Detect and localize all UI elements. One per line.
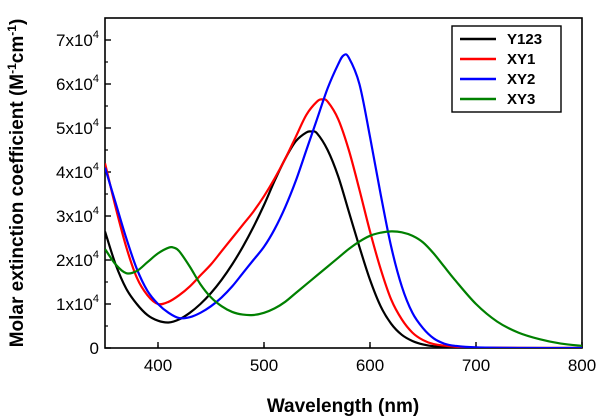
y-axis-title-mid: cm [7,36,28,63]
x-tick-label-600: 600 [356,356,384,375]
y-tick-label-exp: 4 [93,117,99,129]
y-tick-label-10000: 1x104 [56,293,99,314]
legend: Y123 XY1 XY2 XY3 [451,25,562,113]
y-tick-label-exp: 4 [93,73,99,85]
x-tick-label-400: 400 [144,356,172,375]
y-tick-label-exp: 4 [93,205,99,217]
y-axis-title: Molar extinction coefficient (M-1cm-1) [5,19,28,348]
y-tick-label-base: 0 [90,339,99,358]
y-tick-label-base: 7x10 [56,31,93,50]
y-tick-label-50000: 5x104 [56,117,99,138]
y-tick-label-40000: 4x104 [56,161,99,182]
x-tick-label-800: 800 [568,356,596,375]
x-tick-label-500: 500 [250,356,278,375]
y-tick-label-base: 6x10 [56,75,93,94]
y-tick-label-exp: 4 [93,161,99,173]
x-tick-label-700: 700 [462,356,490,375]
y-axis-title-sup1: -1 [5,63,19,74]
series-line-y123 [105,130,582,348]
y-tick-label-base: 3x10 [56,207,93,226]
y-axis-title-end: ) [7,19,28,25]
legend-box [451,25,562,113]
y-tick-label-exp: 4 [93,249,99,261]
legend-label-y123: Y123 [507,31,542,48]
y-axis-title-sup2: -1 [5,25,19,36]
y-tick-label-0: 0 [90,339,99,358]
legend-label-xy3: XY3 [507,91,535,108]
x-axis-title: Wavelength (nm) [267,396,419,417]
y-tick-label-60000: 6x104 [56,73,99,94]
series-line-xy2 [105,53,582,348]
legend-label-xy2: XY2 [507,71,535,88]
y-tick-label-exp: 4 [93,29,99,41]
y-tick-label-30000: 3x104 [56,205,99,226]
y-tick-label-exp: 4 [93,293,99,305]
y-tick-label-base: 5x10 [56,119,93,138]
y-tick-label-base: 1x10 [56,295,93,314]
y-axis-title-main: Molar extinction coefficient (M [7,74,28,347]
ticks-group: 400 500 600 700 80001x1042x1043x1044x1045x10… [56,29,596,375]
series-line-xy3 [105,230,582,347]
y-tick-label-base: 4x10 [56,163,93,182]
legend-label-xy1: XY1 [507,51,535,68]
y-tick-label-70000: 7x104 [56,29,99,50]
series-line-xy1 [105,98,582,348]
y-tick-label-20000: 2x104 [56,249,99,270]
y-tick-label-base: 2x10 [56,251,93,270]
series-group [105,53,582,348]
